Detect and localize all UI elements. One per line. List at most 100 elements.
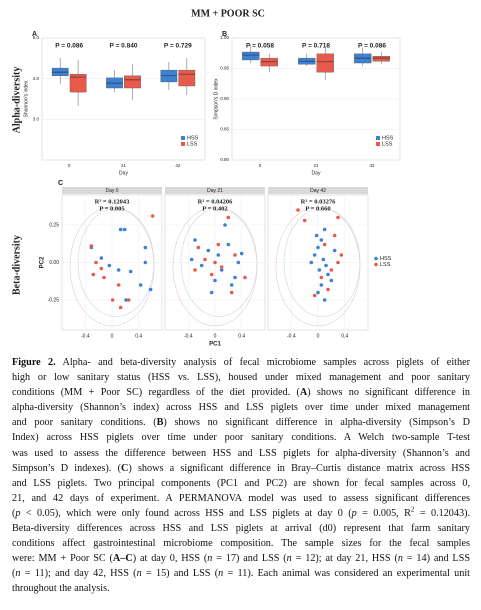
caption-line: alpha-diversity (Shannon’s index) across… [12, 400, 470, 415]
point [239, 251, 244, 256]
point [219, 265, 224, 269]
point [336, 215, 340, 220]
caption-text: Index) across HSS piglets over time unde… [12, 432, 470, 444]
caption-line: 21, and 42 days of experiment. A PERMANO… [12, 491, 470, 506]
y-axis-label: Shannon's index [23, 80, 29, 117]
point [226, 215, 231, 220]
legend-swatch [374, 262, 378, 267]
figure: MM + POOR SC Alpha-diversity Beta-divers… [11, 8, 401, 348]
point [223, 223, 227, 227]
box [372, 56, 390, 62]
point [229, 290, 234, 295]
caption-text: were: MM + Poor SC ( [12, 553, 113, 565]
x-tick-label: 42 [175, 163, 181, 168]
caption-text: p [15, 507, 21, 519]
box [124, 75, 141, 89]
caption-text: was used to assess the difference betwee… [12, 447, 470, 459]
row-label: Alpha-diversity [11, 67, 22, 134]
point [193, 238, 197, 242]
point [138, 283, 143, 287]
point [324, 263, 328, 268]
caption-text: high or low sanitary status (HSS vs. LSS… [12, 372, 470, 384]
caption-text: n [136, 568, 142, 580]
caption-text: B [156, 417, 164, 429]
caption-text: and LSS piglets. Two principal component… [12, 477, 470, 489]
legend-label: HSS [380, 256, 392, 262]
point [236, 260, 241, 265]
box [316, 53, 334, 73]
caption-text: A–C [112, 553, 133, 565]
legend-label: LSS [380, 262, 391, 268]
y-tick-label: 3.0 [33, 117, 40, 122]
point [312, 253, 317, 257]
caption-text: ( [12, 507, 16, 519]
point [110, 298, 115, 302]
caption-text: Figure 2. [12, 357, 56, 368]
point [326, 272, 330, 277]
caption-text: ) at day 0, HSS ( [132, 553, 208, 565]
point [316, 245, 320, 250]
point [213, 278, 217, 283]
x-tick-label: -0.4 [287, 333, 296, 339]
caption-text: = 14) and LSS [402, 553, 470, 565]
legend-label: LSS [187, 141, 198, 147]
x-tick-label: 0.4 [135, 333, 142, 339]
point [99, 256, 104, 260]
point [89, 244, 94, 248]
point [329, 268, 334, 272]
stat-annotation: R² = 0.03276 [301, 198, 336, 205]
plot-area [41, 37, 206, 161]
p-value: P = 0.729 [164, 43, 192, 50]
caption-text: 21, and 42 days of experiment. A PERMANO… [12, 492, 470, 504]
caption-line: throughout the analysis. [12, 581, 470, 596]
point [321, 257, 326, 262]
point [302, 218, 307, 223]
point [243, 275, 247, 280]
caption-line: and poor sanitary conditions. (B) shows … [12, 415, 470, 430]
caption-text: = 11). Each animal was considered an exp… [223, 568, 471, 580]
point [116, 283, 121, 287]
x-tick-label: 0 [259, 163, 262, 168]
point [229, 283, 234, 287]
stat-annotation: R² = 0.04206 [198, 198, 233, 205]
caption-text: Alpha- and beta-diversity analysis of fe… [55, 357, 470, 368]
point [233, 275, 237, 280]
point [326, 287, 330, 292]
caption-line: and LSS piglets. Two principal component… [12, 476, 470, 491]
point [322, 298, 327, 302]
y-axis-label: Simpson's D index [213, 78, 219, 120]
point [150, 214, 155, 218]
caption-line: Beta-diversity differences across HSS an… [12, 521, 470, 536]
caption-text: ( [12, 568, 16, 580]
point [203, 257, 207, 262]
point [118, 305, 123, 310]
caption-text: n [207, 553, 213, 565]
point [206, 248, 211, 253]
y-tick-label: 0.25 [49, 222, 59, 228]
point [209, 290, 214, 295]
caption-text: = 15) and LSS ( [141, 568, 219, 580]
point [322, 227, 327, 232]
point [94, 260, 98, 265]
stat-annotation: P = 0.005 [99, 205, 125, 212]
p-value: P = 0.840 [110, 43, 138, 50]
x-tick-label: 0 [317, 333, 320, 339]
caption-text: Simpson’s D indexes). ( [12, 462, 121, 474]
strip [62, 187, 162, 194]
legend-swatch [376, 142, 380, 146]
facet-title: Day 42 [310, 188, 326, 194]
p-value: P = 0.086 [55, 43, 83, 50]
caption-text: n [15, 568, 21, 580]
y-tick-label: 5.0 [33, 35, 40, 40]
p-value: P = 0.058 [246, 43, 274, 50]
point [196, 245, 201, 250]
point [319, 238, 324, 242]
point [216, 253, 221, 257]
x-tick-label: -0.4 [81, 333, 90, 339]
point [102, 275, 106, 280]
caption-line: high or low sanitary status (HSS vs. LSS… [12, 370, 470, 385]
point [312, 293, 317, 298]
caption-text: ) shows a significant difference in Bray… [128, 462, 470, 474]
x-axis-label: Day [119, 170, 128, 176]
